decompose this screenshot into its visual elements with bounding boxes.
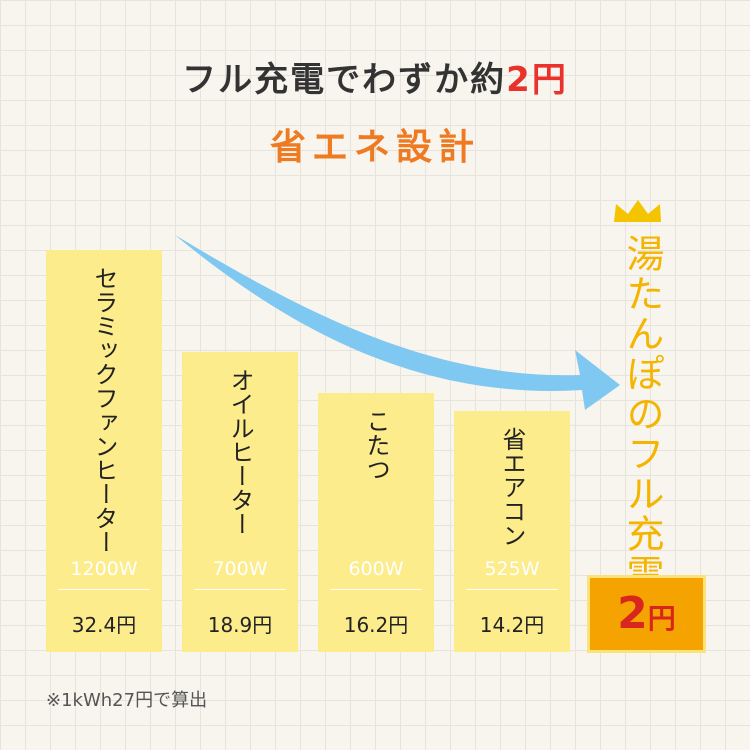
title-lead: フル充電でわずか約 <box>182 60 507 100</box>
item-cost: 16.2円 <box>343 613 409 637</box>
footnote: ※1kWh27円で算出 <box>46 690 208 711</box>
highlight-unit: 円 <box>647 602 676 635</box>
divider <box>330 589 422 590</box>
crown <box>614 200 661 222</box>
item-watt: 1200W <box>70 558 138 580</box>
item-cost: 14.2円 <box>479 613 545 637</box>
item-cost: 18.9円 <box>207 613 273 637</box>
item-cost: 32.4円 <box>71 613 137 637</box>
item-watt: 600W <box>348 558 404 580</box>
bar: セラミックファンヒーター 1200W 32.4円 <box>46 250 162 652</box>
divider <box>466 589 558 590</box>
item-name: オイルヒーター <box>226 368 254 536</box>
item-name: こたつ <box>362 409 390 481</box>
title-accent: 2円 <box>506 60 568 100</box>
item-watt: 700W <box>212 558 268 580</box>
item-name: 省エアコン <box>498 427 526 547</box>
divider <box>194 589 286 590</box>
title: フル充電でわずか約2円 <box>0 52 750 101</box>
divider <box>58 589 150 590</box>
highlight-cost: 2円 <box>587 575 706 653</box>
highlight-name: 湯たんぽのフル充電 <box>620 234 664 594</box>
bar: オイルヒーター 700W 18.9円 <box>182 352 298 652</box>
subtitle: 省エネ設計 <box>269 127 480 168</box>
highlight-number: 2 <box>617 588 648 639</box>
item-name: セラミックファンヒーター <box>90 266 118 554</box>
item-watt: 525W <box>484 558 540 580</box>
bar: 省エアコン 525W 14.2円 <box>454 411 570 652</box>
bar: こたつ 600W 16.2円 <box>318 393 434 652</box>
